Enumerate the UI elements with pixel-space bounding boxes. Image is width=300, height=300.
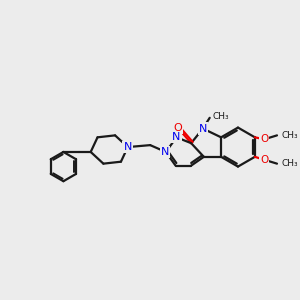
Text: O: O bbox=[260, 155, 269, 165]
Text: N: N bbox=[160, 147, 169, 157]
Text: N: N bbox=[172, 132, 181, 142]
Text: O: O bbox=[173, 123, 182, 133]
Text: CH₃: CH₃ bbox=[282, 159, 298, 168]
Text: N: N bbox=[199, 124, 207, 134]
Text: N: N bbox=[124, 142, 132, 152]
Text: O: O bbox=[260, 134, 269, 144]
Text: CH₃: CH₃ bbox=[213, 112, 229, 121]
Text: CH₃: CH₃ bbox=[282, 131, 298, 140]
